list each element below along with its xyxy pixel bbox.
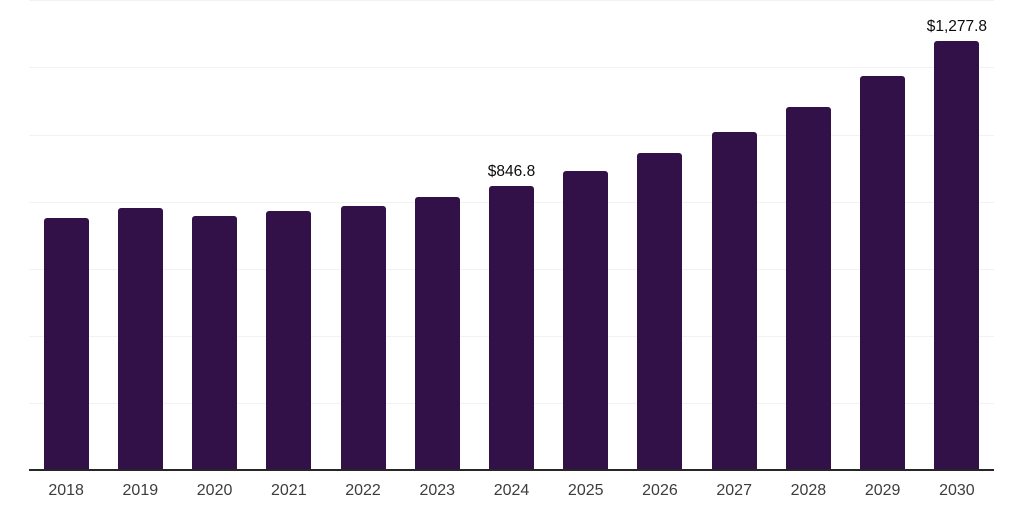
x-tick-2026: 2026 (642, 482, 678, 499)
bar-2028[interactable] (785, 107, 831, 470)
x-tick-2029: 2029 (864, 482, 901, 499)
bar-2026[interactable] (637, 153, 683, 470)
bar-2021[interactable] (266, 210, 312, 470)
bar-2024[interactable] (489, 185, 534, 470)
bar-2018[interactable] (43, 217, 89, 470)
x-tick-2020: 2020 (196, 482, 233, 499)
x-tick-2022: 2022 (345, 482, 381, 499)
gridline-1000 (29, 134, 994, 136)
x-tick-2019: 2019 (122, 482, 159, 499)
x-tick-2028: 2028 (790, 482, 827, 499)
x-tick-2027: 2027 (716, 482, 752, 499)
x-tick-2030: 2030 (939, 482, 975, 499)
gridline-1200 (29, 67, 994, 69)
bar-2020[interactable] (192, 216, 238, 470)
bar-2025[interactable] (563, 171, 609, 470)
bar-2030[interactable] (934, 41, 980, 470)
bar-2023[interactable] (414, 196, 460, 470)
x-axis-line (29, 469, 994, 471)
x-tick-2018: 2018 (48, 482, 84, 499)
bar-2022[interactable] (340, 205, 386, 470)
bar-2027[interactable] (711, 131, 757, 470)
data-label-2030: $1,277.8 (926, 18, 988, 36)
x-tick-2023: 2023 (419, 482, 456, 499)
gridline-1400 (29, 0, 994, 2)
x-tick-2025: 2025 (567, 482, 604, 499)
data-label-2024: $846.8 (487, 162, 536, 180)
bar-2019[interactable] (117, 208, 163, 470)
x-tick-2021: 2021 (271, 482, 307, 499)
x-tick-2024: 2024 (493, 482, 530, 499)
bar-2029[interactable] (860, 76, 906, 470)
